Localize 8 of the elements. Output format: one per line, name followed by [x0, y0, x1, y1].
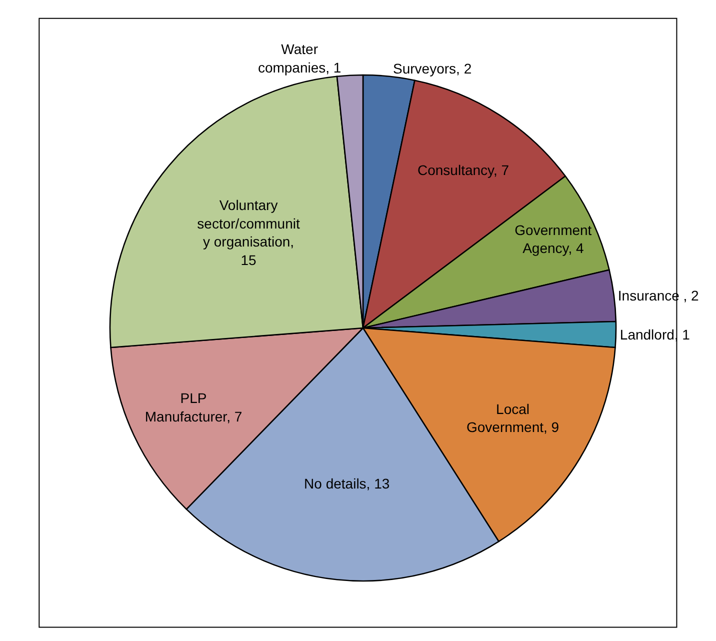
slice-label: Water companies, 1 — [258, 41, 342, 76]
slice-label: PLP Manufacturer, 7 — [144, 390, 242, 424]
slice-label: Local Government, 9 — [466, 400, 560, 436]
slice-label: Government Agency, 4 — [514, 222, 592, 256]
slice-label: Voluntary sector/communit y organisation, 15 — [197, 197, 300, 268]
slice-label: No details, 13 — [304, 475, 390, 492]
slice-label: Consultancy, 7 — [417, 162, 510, 178]
slice-label: Surveyors, 2 — [393, 60, 472, 76]
